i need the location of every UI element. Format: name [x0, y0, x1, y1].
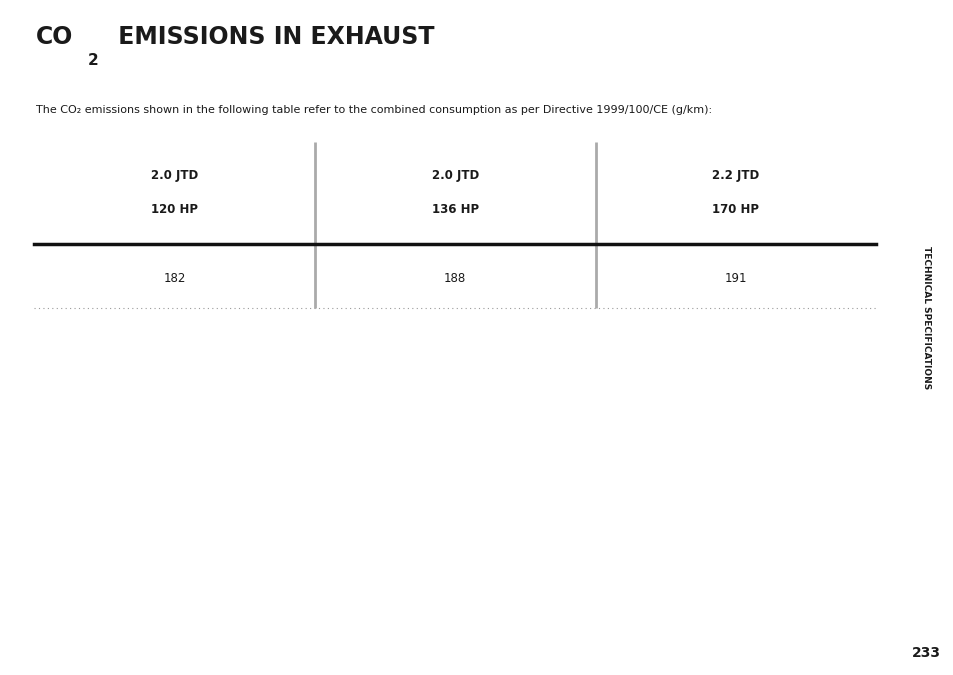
- Text: 233: 233: [911, 646, 940, 659]
- Text: 136 HP: 136 HP: [431, 202, 478, 215]
- Text: CO: CO: [36, 25, 73, 49]
- Text: The CO₂ emissions shown in the following table refer to the combined consumption: The CO₂ emissions shown in the following…: [36, 105, 711, 115]
- Text: EMISSIONS IN EXHAUST: EMISSIONS IN EXHAUST: [110, 25, 434, 49]
- Text: 191: 191: [724, 271, 746, 285]
- Text: 188: 188: [443, 271, 466, 285]
- Text: 170 HP: 170 HP: [712, 202, 759, 215]
- Text: TECHNICAL SPECIFICATIONS: TECHNICAL SPECIFICATIONS: [921, 246, 930, 389]
- Text: 2.2 JTD: 2.2 JTD: [712, 169, 759, 182]
- Text: 2.0 JTD: 2.0 JTD: [431, 169, 478, 182]
- Text: 2: 2: [88, 53, 99, 68]
- Text: 2.0 JTD: 2.0 JTD: [151, 169, 198, 182]
- Text: 120 HP: 120 HP: [151, 202, 198, 215]
- Text: 182: 182: [163, 271, 186, 285]
